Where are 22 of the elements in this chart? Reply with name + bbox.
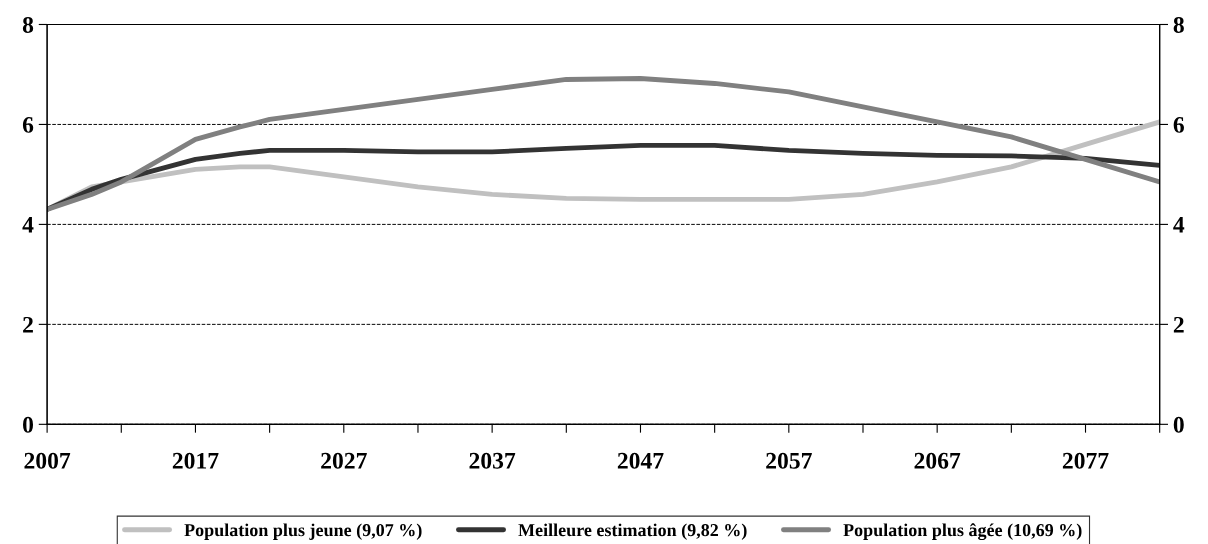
y-tick-label: 6 xyxy=(22,117,34,133)
x-tick-label: 2047 xyxy=(617,452,664,469)
y-tick-label: 8 xyxy=(22,16,34,33)
y-tick-label: 0 xyxy=(23,416,34,433)
y2-tick-label: 6 xyxy=(1173,117,1184,133)
y2-tick-label: 2 xyxy=(1173,316,1184,333)
y2-tick-label: 4 xyxy=(1173,217,1185,233)
x-tick-label: 2077 xyxy=(1062,452,1109,469)
legend-label: Population plus jeune (9,07 %) xyxy=(184,523,422,540)
x-tick-label: 2067 xyxy=(914,452,961,469)
x-tick-label: 2057 xyxy=(766,452,812,469)
y2-tick-label: 8 xyxy=(1173,16,1184,33)
x-tick-label: 2037 xyxy=(469,452,516,469)
legend-label: Meilleure estimation (9,82 %) xyxy=(518,523,747,540)
y-tick-label: 2 xyxy=(23,316,33,333)
x-tick-label: 2007 xyxy=(24,452,71,469)
legend-label: Population plus âgée (10,69 %) xyxy=(843,523,1082,541)
y-tick-label: 4 xyxy=(22,217,34,233)
y2-tick-label: 0 xyxy=(1173,416,1184,433)
x-tick-label: 2017 xyxy=(172,452,219,469)
line-series xyxy=(47,76,1160,212)
x-tick-label: 2027 xyxy=(321,452,367,469)
